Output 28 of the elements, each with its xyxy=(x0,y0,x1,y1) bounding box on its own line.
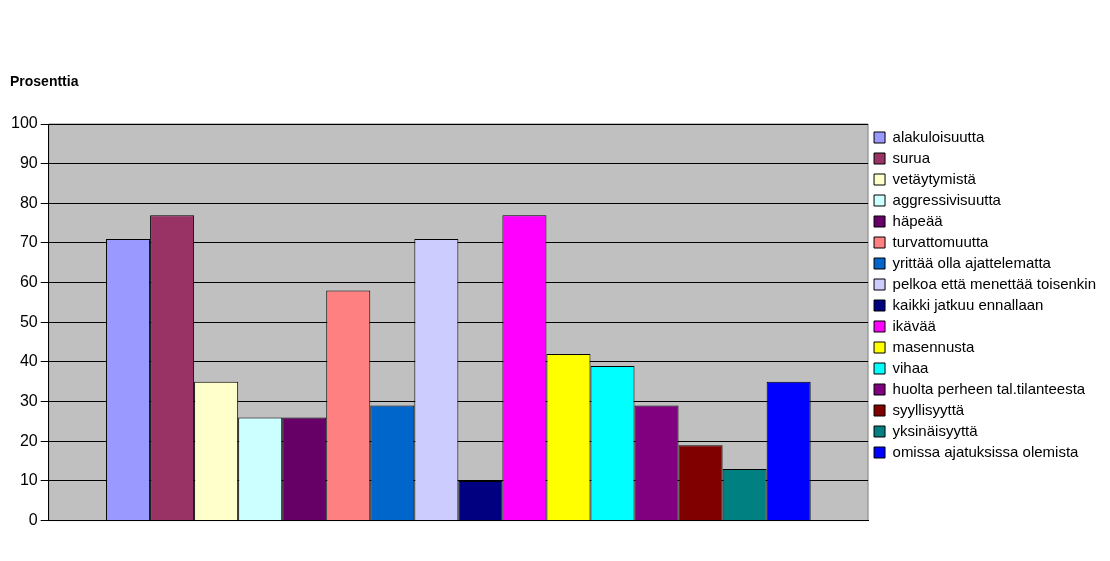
legend-label: syyllisyyttä xyxy=(892,400,965,418)
y-tick-label: 80 xyxy=(19,193,38,211)
y-tick-label: 20 xyxy=(19,431,38,449)
legend-label: omissa ajatuksissa olemista xyxy=(892,442,1080,460)
y-tick-label: 30 xyxy=(19,392,38,410)
y-tick-label: 0 xyxy=(28,511,38,529)
legend-label: masennusta xyxy=(892,337,975,355)
legend-label: häpeää xyxy=(892,211,944,229)
legend-label: pelkoa että menettää toisenkin xyxy=(892,274,1096,292)
y-tick-label: 10 xyxy=(19,471,38,489)
y-tick-label: 100 xyxy=(10,114,38,132)
legend-label: vetäytymistä xyxy=(892,169,977,187)
legend-label: huolta perheen tal.tilanteesta xyxy=(892,379,1086,397)
y-tick-label: 60 xyxy=(19,273,38,291)
y-tick-label: 40 xyxy=(19,352,38,370)
legend-label: yrittää olla ajattelematta xyxy=(892,253,1052,271)
legend-label: vihaa xyxy=(892,358,930,376)
y-tick-label: 90 xyxy=(19,154,38,172)
y-axis-title: Prosenttia xyxy=(10,72,79,89)
legend-label: aggressivisuutta xyxy=(892,190,1002,208)
legend-label: yksinäisyyttä xyxy=(892,421,979,439)
legend-label: alakuloisuutta xyxy=(892,127,985,145)
y-tick-label: 50 xyxy=(19,312,38,330)
legend-label: ikävää xyxy=(892,316,937,334)
legend-label: turvattomuutta xyxy=(892,232,990,250)
y-tick-label: 70 xyxy=(19,233,38,251)
legend-label: surua xyxy=(892,148,931,166)
legend-label: kaikki jatkuu ennallaan xyxy=(892,295,1044,313)
